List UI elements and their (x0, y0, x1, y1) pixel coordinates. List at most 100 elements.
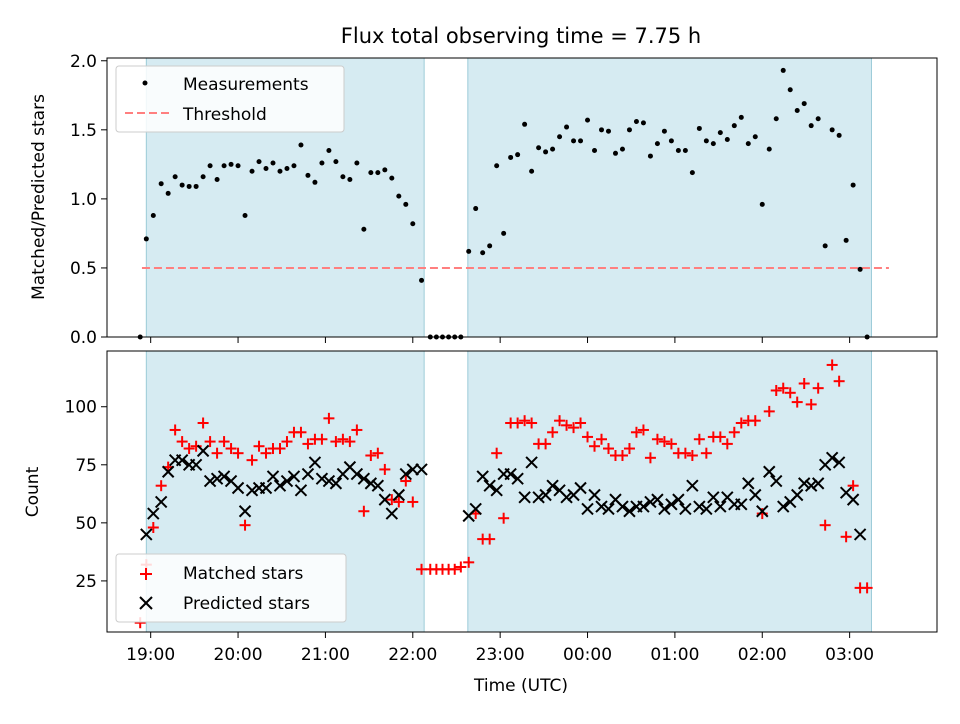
matched-star-point (763, 405, 775, 417)
predicted-star-point (665, 498, 678, 511)
matched-star-point (295, 426, 307, 438)
predicted-star-point (588, 488, 601, 502)
predicted-star-point (797, 477, 811, 490)
predicted-star-point (280, 474, 294, 488)
measurement-point (312, 179, 318, 185)
matched-star-point (602, 443, 614, 455)
top-y-tick-label: 2.0 (70, 52, 97, 72)
measurement-point (654, 141, 660, 147)
predicted-star-point (644, 495, 657, 509)
measurement-point (710, 141, 716, 147)
predicted-star-point (714, 500, 727, 513)
measurement-point (633, 119, 639, 125)
measurement-point (585, 117, 591, 123)
matched-star-point (393, 496, 405, 508)
predicted-star-point (161, 465, 175, 478)
predicted-star-point (777, 500, 790, 513)
measurement-point (857, 266, 863, 272)
predicted-star-point (357, 472, 371, 485)
measurement-point (822, 243, 828, 249)
measurement-point (780, 67, 786, 73)
matched-star-point (323, 412, 335, 424)
measurement-point (738, 114, 744, 120)
matched-star-point (183, 443, 195, 455)
matched-star-point (568, 422, 580, 434)
matched-star-point (519, 415, 531, 427)
bottom-x-tick-label: 01:00 (650, 645, 699, 665)
predicted-star-point (825, 451, 839, 465)
bottom-x-tick-label: 20:00 (214, 645, 263, 665)
matched-star-point (819, 519, 831, 531)
top-y-tick-label: 1.0 (70, 190, 97, 210)
predicted-star-point (511, 472, 524, 485)
top-y-tick-label: 0.0 (70, 328, 97, 348)
measurement-point (557, 134, 563, 140)
measurement-point (759, 201, 765, 207)
predicted-star-point (147, 507, 160, 520)
measurement-point (207, 163, 213, 169)
matched-star-point (665, 438, 677, 450)
matched-star-point (253, 440, 265, 452)
predicted-star-point (518, 491, 531, 504)
measurement-point (661, 128, 667, 134)
measurement-point (368, 170, 374, 176)
measurement-point (515, 152, 521, 158)
measurement-point (221, 163, 227, 169)
predicted-star-point (763, 465, 776, 478)
matched-star-point (561, 419, 573, 431)
predicted-star-point (560, 491, 573, 504)
predicted-star-point (581, 502, 594, 516)
predicted-star-point (637, 500, 650, 513)
bottom-legend-matched-label: Matched stars (183, 564, 303, 584)
measurement-point (305, 172, 311, 178)
top-y-tick-label: 0.5 (70, 259, 97, 279)
matched-star-point (658, 436, 670, 448)
matched-star-point (211, 447, 223, 459)
predicted-star-point (602, 502, 615, 516)
measurement-point (242, 212, 248, 218)
measurement-point (158, 181, 164, 187)
matched-star-point (449, 563, 461, 575)
top-legend-threshold-label: Threshold (182, 105, 267, 125)
measurement-point (354, 160, 360, 166)
measurement-point (382, 167, 388, 173)
measurement-point (172, 174, 178, 180)
measurement-point (235, 163, 241, 169)
predicted-star-point (315, 472, 329, 485)
measurement-point (640, 120, 646, 126)
predicted-star-point (329, 477, 343, 490)
bottom-y-tick-label: 50 (75, 514, 97, 534)
predicted-star-point (658, 502, 671, 516)
matched-star-point (616, 450, 628, 462)
matched-star-point (316, 433, 328, 445)
matched-star-point (798, 378, 810, 390)
matched-star-point (637, 424, 649, 436)
predicted-star-point (294, 484, 308, 497)
measurement-point (347, 177, 353, 183)
matched-star-point (526, 417, 538, 429)
bottom-x-tick-label: 02:00 (738, 645, 787, 665)
predicted-star-point (616, 500, 629, 513)
predicted-star-point (546, 479, 559, 492)
predicted-star-point (770, 474, 783, 488)
matched-star-point (330, 436, 342, 448)
matched-star-point (540, 438, 552, 450)
measurement-point (228, 161, 234, 167)
matched-star-point (554, 415, 566, 427)
measurement-point (480, 250, 486, 256)
measurement-point (766, 146, 772, 152)
measurement-point (829, 127, 835, 133)
matched-star-point (582, 431, 594, 443)
predicted-star-point (217, 470, 231, 483)
matched-star-point (239, 519, 251, 531)
top-y-tick-label: 1.5 (70, 121, 97, 141)
measurement-point (808, 123, 814, 129)
matched-star-point (358, 505, 370, 517)
predicted-star-point (595, 500, 608, 513)
measurement-point (682, 148, 688, 154)
top-legend-box (115, 65, 345, 133)
bottom-legend-matched-marker (140, 568, 152, 580)
measurement-point (787, 87, 793, 93)
matched-star-point (246, 454, 258, 466)
